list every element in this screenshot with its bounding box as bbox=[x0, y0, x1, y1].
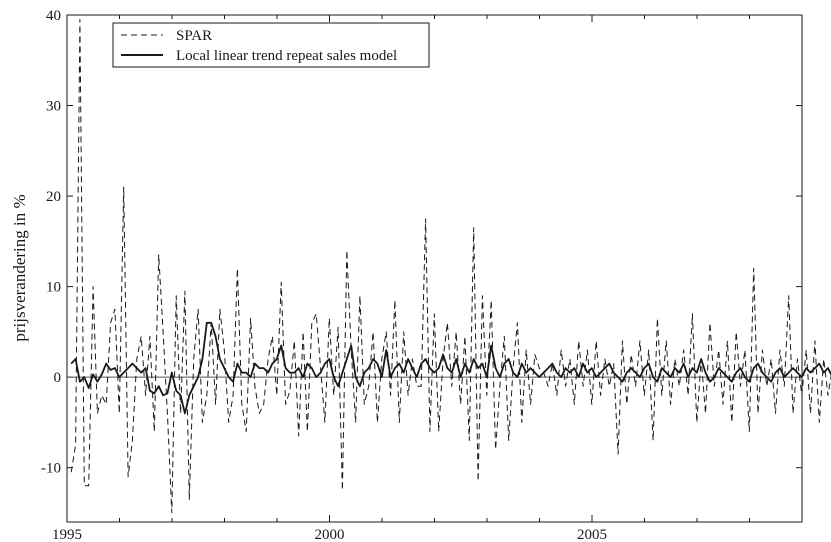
x-axis: 1995 2000 2005 bbox=[52, 15, 803, 542]
series-line-local-linear-trend bbox=[70, 321, 831, 415]
y-tick-label: 20 bbox=[46, 189, 61, 205]
legend-box bbox=[112, 22, 430, 68]
y-tick-label: 30 bbox=[46, 99, 61, 115]
y-tick-label: 0 bbox=[54, 370, 62, 386]
x-tick-label: 2005 bbox=[577, 527, 607, 542]
y-tick-label: 40 bbox=[46, 8, 61, 24]
y-tick-label: -10 bbox=[41, 461, 61, 477]
legend-label-local-linear-trend: Local linear trend repeat sales model bbox=[176, 48, 397, 64]
legend: SPAR Local linear trend repeat sales mod… bbox=[112, 22, 430, 68]
x-tick-label: 1995 bbox=[52, 527, 82, 542]
y-tick-label: 10 bbox=[46, 280, 61, 296]
y-axis: -10 0 10 20 30 40 bbox=[41, 8, 802, 477]
legend-label-spar: SPAR bbox=[176, 28, 212, 44]
x-tick-label: 2000 bbox=[315, 527, 345, 542]
plot-area bbox=[66, 14, 803, 523]
series-layer bbox=[70, 19, 831, 514]
y-axis-title: prijsverandering in % bbox=[10, 194, 29, 341]
series-line-spar bbox=[70, 19, 831, 514]
